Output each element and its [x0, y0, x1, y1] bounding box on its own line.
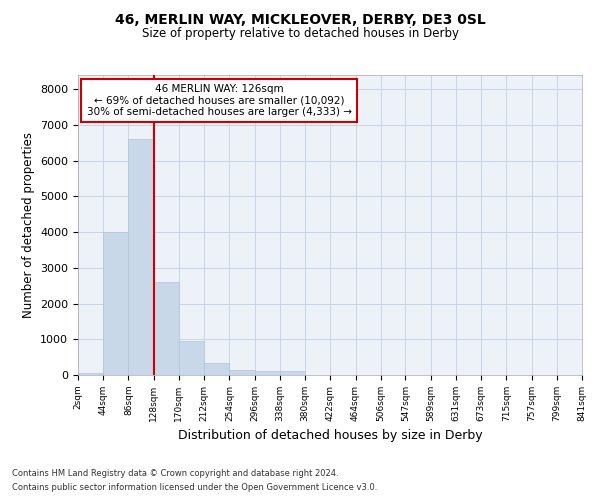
- Bar: [204, 363, 229, 375]
- Bar: [280, 372, 305, 375]
- Bar: [128, 140, 154, 375]
- Bar: [254, 372, 280, 375]
- Text: 46, MERLIN WAY, MICKLEOVER, DERBY, DE3 0SL: 46, MERLIN WAY, MICKLEOVER, DERBY, DE3 0…: [115, 12, 485, 26]
- Bar: [78, 373, 103, 375]
- Text: Contains public sector information licensed under the Open Government Licence v3: Contains public sector information licen…: [12, 484, 377, 492]
- Text: Size of property relative to detached houses in Derby: Size of property relative to detached ho…: [142, 28, 458, 40]
- Bar: [229, 370, 254, 375]
- Y-axis label: Number of detached properties: Number of detached properties: [22, 132, 35, 318]
- Bar: [154, 282, 179, 375]
- Text: Contains HM Land Registry data © Crown copyright and database right 2024.: Contains HM Land Registry data © Crown c…: [12, 468, 338, 477]
- Text: 46 MERLIN WAY: 126sqm
← 69% of detached houses are smaller (10,092)
30% of semi-: 46 MERLIN WAY: 126sqm ← 69% of detached …: [86, 84, 352, 117]
- Bar: [103, 232, 128, 375]
- Bar: [179, 341, 204, 375]
- X-axis label: Distribution of detached houses by size in Derby: Distribution of detached houses by size …: [178, 430, 482, 442]
